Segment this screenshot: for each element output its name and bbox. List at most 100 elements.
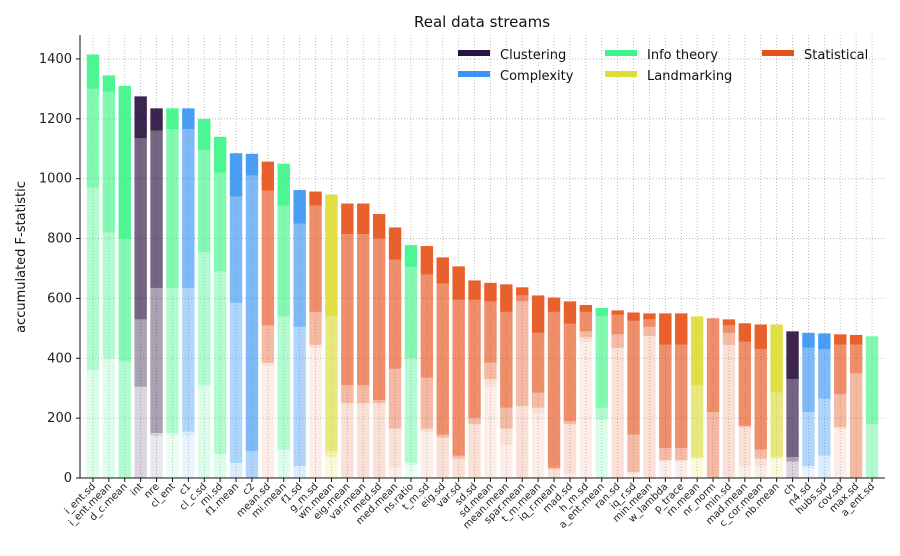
bar-segment (388, 227, 402, 260)
bar-segment (229, 196, 243, 303)
bar-mi.mean (277, 163, 290, 478)
bar-segment (229, 302, 243, 464)
bar-segment (722, 332, 736, 345)
y-tick-label: 0 (64, 471, 72, 486)
bar-segment (277, 205, 290, 317)
bar-segment (468, 280, 481, 300)
legend-swatch (762, 50, 794, 56)
bar-segment (341, 203, 354, 235)
bar-segment (420, 377, 434, 429)
bar-segment (325, 457, 338, 478)
bar-segment (261, 190, 275, 326)
legend-swatch (458, 50, 490, 56)
bar-segment (659, 461, 672, 478)
bar-segment (722, 325, 736, 333)
bar-segment (659, 448, 672, 461)
bar-segment (563, 421, 577, 425)
legend-item-info-theory: Info theory (605, 48, 718, 63)
bar-segment (341, 385, 354, 404)
bar-segment (229, 463, 243, 478)
bar-segment (102, 75, 116, 92)
bar-segment (643, 335, 656, 478)
bar-segment (563, 323, 577, 422)
bar-segment (579, 341, 593, 478)
bar-segment (245, 175, 259, 452)
bar-var.mean (357, 203, 370, 478)
bar-segment (277, 449, 290, 478)
bar-segment (706, 319, 720, 413)
bar-segment (865, 424, 879, 478)
bar-segment (436, 283, 449, 435)
legend-label: Complexity (500, 69, 574, 84)
bar-segment (563, 424, 577, 474)
bar-p_trace (675, 313, 688, 478)
bar-segment (150, 108, 163, 131)
bar-segment (563, 301, 577, 324)
bar-segment (802, 469, 815, 478)
bar-segment (118, 238, 131, 362)
bar-segment (786, 331, 799, 380)
bar-h_m.sd (579, 304, 593, 478)
bar-f1.sd (293, 190, 306, 478)
bar-segment (261, 325, 275, 363)
bar-segment (150, 433, 163, 437)
bar-segment (547, 311, 561, 468)
bar-segment (388, 259, 402, 369)
bar-segment (675, 448, 688, 461)
bar-segment (722, 344, 736, 478)
bar-segment (802, 347, 815, 413)
bar-segment (595, 407, 608, 420)
bar-segment (309, 347, 322, 478)
y-axis-label: accumulated F-statistic (14, 181, 29, 333)
bar-segment (611, 334, 624, 348)
bar-segment (516, 406, 529, 478)
bar-segment (388, 368, 402, 429)
bar-segment (818, 349, 831, 399)
bar-segment (420, 431, 434, 478)
bar-g_m.sd (309, 191, 322, 478)
bar-mad.sd (563, 301, 577, 478)
bar-var.sd (452, 266, 465, 478)
legend: Clustering Complexity Info theory Landmarki… (458, 48, 868, 84)
bar-wn.mean (325, 194, 338, 478)
bar-segment (86, 370, 100, 478)
bar-segment (595, 316, 608, 408)
bar-segment (118, 85, 131, 239)
bar-segment (86, 88, 100, 188)
bar-segment (150, 287, 163, 434)
bar-segment (261, 161, 275, 191)
bar-segment (213, 172, 227, 272)
bar-segment (357, 403, 370, 478)
bar-segment (404, 245, 418, 267)
bar-segment (468, 424, 481, 478)
bar-segment (150, 130, 163, 288)
bar-segment (309, 344, 322, 348)
bar-segment (611, 314, 624, 335)
bar-segment (738, 341, 752, 426)
bar-segment (198, 252, 211, 386)
bar-segment (818, 398, 831, 456)
bar-segment (436, 434, 449, 438)
bar-segment (865, 336, 879, 338)
bar-segment (531, 392, 545, 408)
bar-segment (706, 412, 720, 478)
bar-cl_c.sd (198, 118, 211, 478)
bars (86, 54, 879, 478)
bar-i_ent.mean (102, 75, 116, 478)
bar-segment (213, 271, 227, 455)
bar-segment (468, 299, 481, 419)
legend-item-clustering: Clustering (458, 48, 566, 63)
bar-segment (245, 451, 259, 478)
bar-eig.sd (436, 257, 449, 478)
bar-segment (675, 313, 688, 345)
bar-cov.sd (834, 334, 847, 478)
bar-segment (818, 455, 831, 478)
bar-ran.sd (611, 310, 624, 478)
bar-segment (738, 427, 752, 467)
bar-segment (690, 457, 704, 459)
bar-segment (134, 386, 147, 478)
x-tick-label: int (129, 481, 146, 498)
bar-segment (611, 347, 624, 478)
bar-med.mean (388, 227, 402, 478)
